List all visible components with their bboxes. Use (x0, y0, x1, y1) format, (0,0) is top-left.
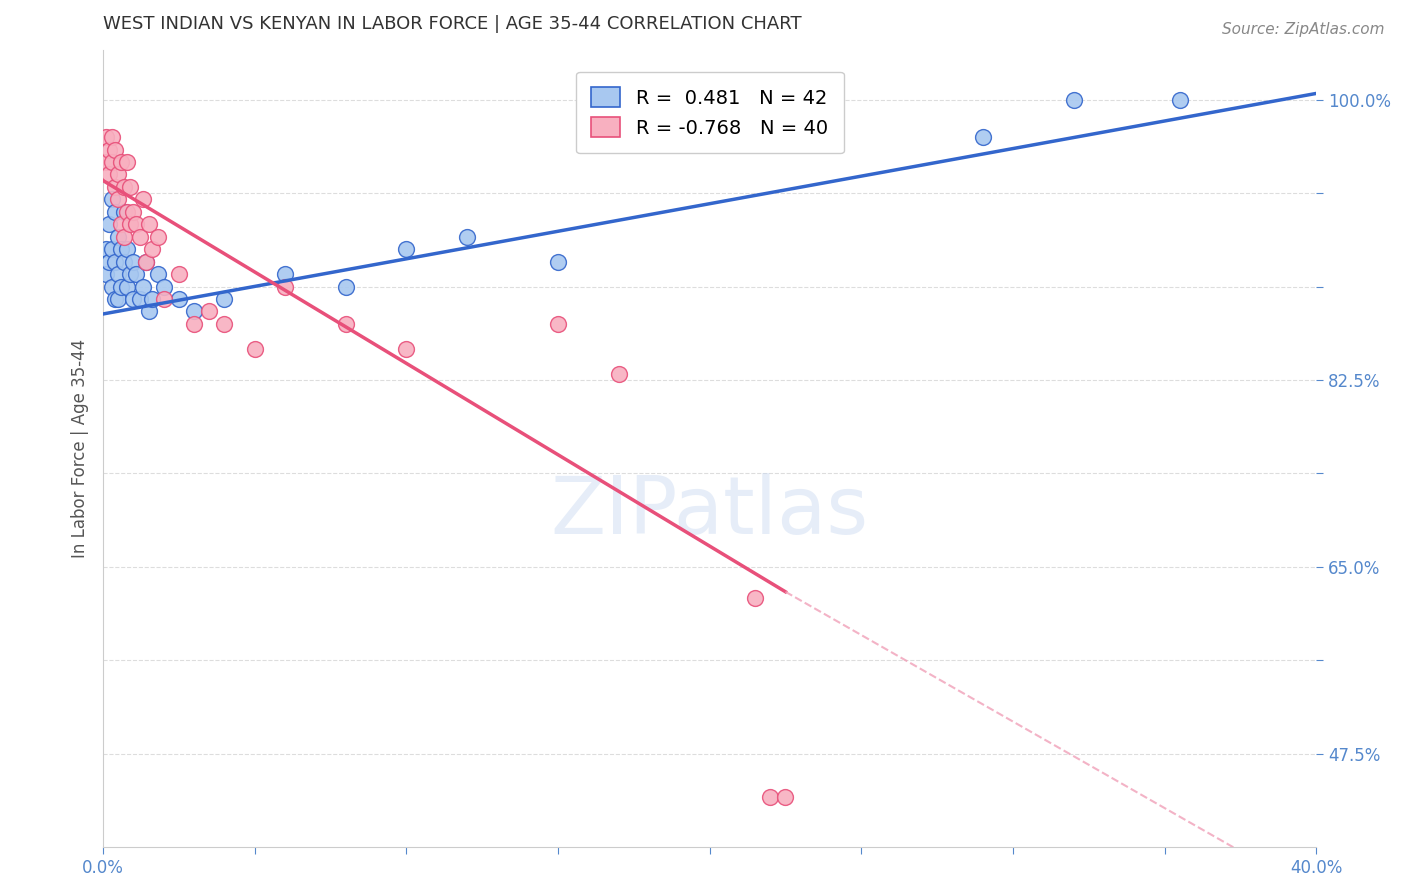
Point (152, 292, 174, 306)
Point (972, 130, 994, 145)
Point (101, 279, 124, 293)
Point (131, 279, 153, 293)
Point (101, 130, 124, 145)
Point (98, 254, 121, 268)
Point (547, 317, 569, 331)
Point (395, 242, 418, 256)
Point (638, 130, 661, 145)
Point (104, 204, 127, 219)
Point (96, 267, 118, 281)
Point (117, 279, 139, 293)
Point (112, 180, 135, 194)
Point (117, 242, 139, 256)
Point (107, 229, 129, 244)
Text: Source: ZipAtlas.com: Source: ZipAtlas.com (1222, 22, 1385, 37)
Point (135, 254, 157, 268)
Point (214, 317, 236, 331)
Point (98, 143, 121, 157)
Point (101, 155, 124, 169)
Point (146, 267, 169, 281)
Point (122, 254, 145, 268)
Point (110, 155, 132, 169)
Point (138, 217, 160, 231)
Point (335, 279, 357, 293)
Point (141, 292, 163, 306)
Point (104, 180, 127, 194)
Point (744, 591, 766, 605)
Point (112, 254, 135, 268)
Text: WEST INDIAN VS KENYAN IN LABOR FORCE | AGE 35-44 CORRELATION CHART: WEST INDIAN VS KENYAN IN LABOR FORCE | A… (103, 15, 801, 33)
Point (214, 292, 236, 306)
Point (117, 204, 139, 219)
Point (274, 279, 297, 293)
Point (1063, 93, 1085, 107)
Point (125, 267, 148, 281)
Point (101, 242, 124, 256)
Point (120, 217, 142, 231)
Point (141, 242, 163, 256)
Point (117, 155, 139, 169)
Point (395, 342, 418, 356)
Point (107, 292, 129, 306)
Point (775, 790, 797, 805)
Point (167, 267, 190, 281)
Point (167, 292, 190, 306)
Text: ZIPatlas: ZIPatlas (551, 474, 869, 551)
Point (122, 204, 145, 219)
Point (152, 279, 174, 293)
Point (107, 267, 129, 281)
Point (101, 192, 124, 206)
Point (98, 168, 121, 182)
Point (759, 790, 782, 805)
Point (98, 217, 121, 231)
Point (96, 155, 118, 169)
Point (110, 279, 132, 293)
Point (198, 304, 221, 318)
Point (112, 229, 135, 244)
Point (128, 229, 150, 244)
Point (135, 254, 157, 268)
Point (1168, 93, 1191, 107)
Point (128, 292, 150, 306)
Point (96, 242, 118, 256)
Y-axis label: In Labor Force | Age 35-44: In Labor Force | Age 35-44 (72, 339, 89, 558)
Point (146, 229, 169, 244)
Point (183, 317, 205, 331)
Point (547, 254, 569, 268)
Point (110, 242, 132, 256)
Point (112, 204, 135, 219)
Point (104, 254, 127, 268)
Legend: R =  0.481   N = 42, R = -0.768   N = 40: R = 0.481 N = 42, R = -0.768 N = 40 (575, 71, 844, 153)
Point (96, 130, 118, 145)
Point (104, 143, 127, 157)
Point (335, 317, 357, 331)
Point (120, 267, 142, 281)
Point (456, 229, 478, 244)
Point (125, 217, 148, 231)
Point (107, 192, 129, 206)
Point (243, 342, 266, 356)
Point (183, 304, 205, 318)
Point (131, 192, 153, 206)
Point (138, 304, 160, 318)
Point (122, 292, 145, 306)
Point (110, 217, 132, 231)
Point (104, 292, 127, 306)
Point (274, 267, 297, 281)
Point (607, 367, 630, 381)
Point (120, 180, 142, 194)
Point (107, 168, 129, 182)
